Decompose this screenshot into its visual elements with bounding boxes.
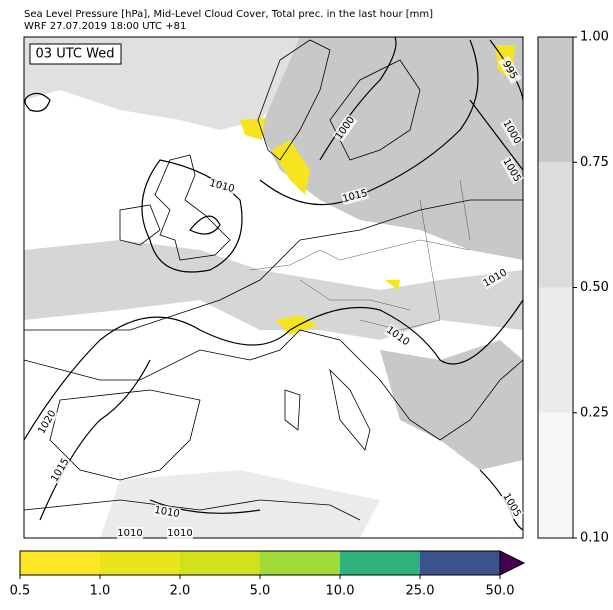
coastline: [49, 389, 201, 481]
precip-area: [272, 140, 310, 195]
colorbar-segment: [538, 162, 573, 288]
coastline: [24, 199, 523, 331]
time-label: 03 UTC Wed: [36, 47, 115, 62]
precip-area: [275, 315, 318, 335]
colorbar-segment: [20, 551, 100, 575]
isobar-label-bg: [332, 113, 358, 143]
cloud-area: [100, 470, 380, 538]
border: [249, 179, 471, 331]
borders: [249, 179, 471, 331]
colorbar-extend: [499, 550, 526, 576]
colorbar-segment: [180, 551, 260, 575]
coastlines: [23, 39, 524, 521]
title: Sea Level Pressure [hPa], Mid-Level Clou…: [24, 9, 433, 20]
colorbar-segment: [260, 551, 340, 575]
coastline: [154, 154, 231, 261]
colorbar-tick-label: 0.5: [10, 584, 31, 599]
isobar: [24, 92, 51, 112]
coastline: [23, 329, 524, 441]
coastline: [329, 368, 371, 451]
isobar-label-bg: [498, 55, 522, 85]
clouds: [24, 37, 523, 538]
map: 03 UTC Wed: [23, 36, 524, 539]
coastline: [329, 59, 421, 161]
colorbar-segment: [538, 412, 573, 538]
colorbar-tick-label: 0.10: [580, 531, 609, 546]
colorbar-tick-label: 0.25: [580, 405, 609, 420]
isobar-label-bg: [480, 266, 510, 290]
isobar-label-bg: [207, 176, 237, 196]
coastline: [284, 389, 301, 431]
isobar-label-bg: [48, 455, 72, 485]
cloud-area: [380, 340, 523, 470]
isobar-label-bg: [500, 117, 524, 147]
colorbar-tick-label: 1.0: [90, 584, 111, 599]
cloud-area: [24, 240, 523, 340]
colorbar-tick-label: 50.0: [486, 584, 515, 599]
subtitle: WRF 27.07.2019 18:00 UTC +81: [24, 21, 186, 32]
isobar-label-bg: [383, 323, 413, 349]
isobar-label-bg: [500, 490, 524, 520]
isobar-label-bg: [153, 503, 181, 521]
colorbar-segment: [100, 551, 180, 575]
colorbar-segment: [538, 287, 573, 413]
isobar-label-bg: [500, 155, 524, 185]
isobar: [39, 359, 261, 521]
colorbar-tick-label: 25.0: [406, 584, 435, 599]
isobar-label: 1010: [117, 528, 142, 539]
isobar-label: 1010: [167, 528, 192, 539]
colorbar-tick-label: 10.0: [326, 584, 355, 599]
isobar: [189, 215, 221, 235]
isobar-label-bg: [35, 407, 59, 437]
coastline: [23, 499, 361, 521]
cloud-area: [260, 37, 523, 260]
colorbar-segment: [420, 551, 500, 575]
colorbar-tick-label: 1.00: [580, 30, 609, 45]
isobar: [259, 39, 479, 206]
isobar-label: 1010: [153, 505, 180, 520]
isobar: [23, 299, 524, 441]
coastline: [257, 39, 331, 161]
colorbar-tick-label: 0.75: [580, 155, 609, 170]
isobar-label-bg: [167, 527, 193, 539]
precip-area: [385, 280, 400, 290]
colorbar-tick-label: 2.0: [170, 584, 191, 599]
isobar-label-bg: [340, 186, 370, 206]
coastline: [119, 204, 161, 246]
isobar-label-bg: [117, 527, 143, 539]
colorbar-segment: [538, 37, 573, 163]
colorbar-tick-label: 5.0: [250, 584, 271, 599]
colorbar-tick-label: 0.50: [580, 280, 609, 295]
time-box: [29, 43, 122, 65]
map-frame: [23, 36, 524, 539]
colorbar-segment: [340, 551, 420, 575]
